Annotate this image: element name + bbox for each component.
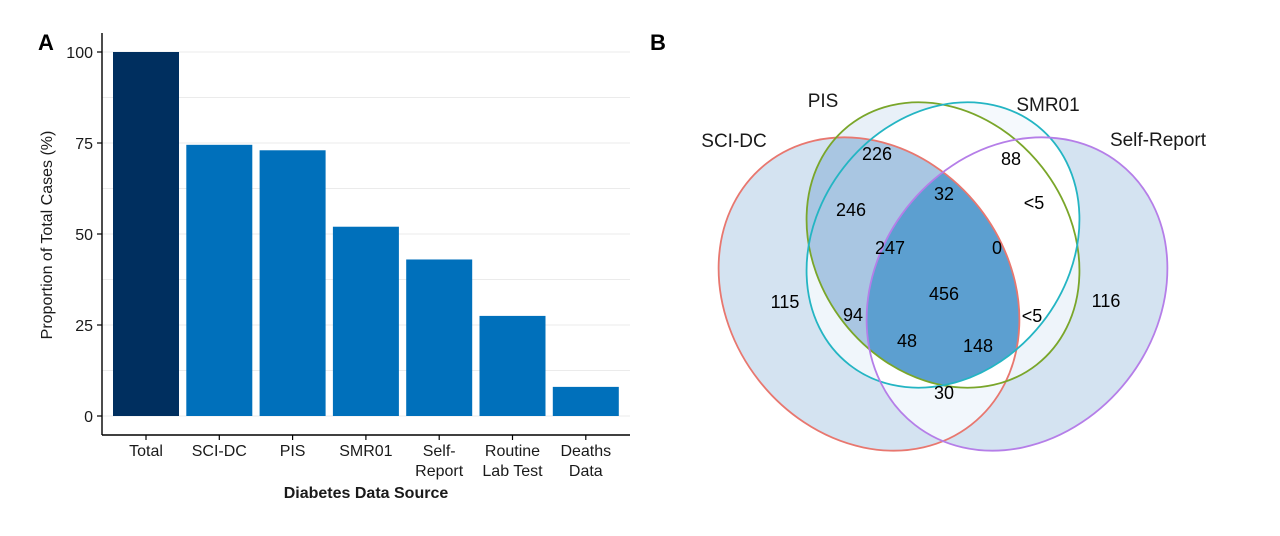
venn-region-label: 94	[843, 305, 863, 325]
venn-outlines	[717, 101, 1169, 452]
venn-diagram-panel: B	[650, 30, 1207, 452]
x-tick-label: Self-	[423, 443, 456, 460]
venn-region-label: 88	[1001, 149, 1021, 169]
bars	[113, 52, 619, 416]
venn-region-label: 148	[963, 336, 993, 356]
venn-set-label: PIS	[808, 91, 839, 112]
y-axis-title: Proportion of Total Cases (%)	[39, 131, 56, 340]
panel-b-label: B	[650, 30, 666, 55]
bar	[186, 144, 253, 416]
venn-set-label: SCI-DC	[701, 131, 766, 152]
bar	[406, 259, 473, 416]
y-tick-label: 50	[75, 227, 93, 244]
venn-set-outline	[865, 136, 1169, 452]
venn-region-label: 115	[771, 292, 800, 312]
bar	[332, 226, 399, 416]
bar-chart-panel: A 0 25 50 75 100 Total SCI-DC PIS SMR01 Self- Rep…	[38, 30, 630, 502]
venn-set-label: Self-Report	[1110, 130, 1207, 151]
venn-region-label: 226	[862, 144, 892, 164]
bar	[259, 150, 326, 416]
venn-fill-set-4	[866, 137, 1168, 451]
venn-region-label: <5	[1024, 193, 1045, 213]
y-axis-ticks: 0 25 50 75 100	[66, 45, 102, 426]
venn-region-label: 247	[875, 238, 905, 258]
x-axis-ticks: Total SCI-DC PIS SMR01 Self- Report Routine Lab…	[129, 435, 611, 480]
venn-region-label: 30	[934, 383, 954, 403]
y-tick-label: 75	[75, 136, 93, 153]
venn-region-label: <5	[1022, 306, 1043, 326]
venn-set-outline	[805, 101, 1081, 389]
venn-region-label: 32	[934, 184, 954, 204]
panel-a-label: A	[38, 30, 54, 55]
x-tick-label: Total	[129, 443, 163, 460]
venn-set-label: SMR01	[1016, 95, 1079, 116]
x-tick-label: SMR01	[339, 443, 392, 460]
x-tick-label: SCI-DC	[192, 443, 247, 460]
y-tick-label: 0	[84, 409, 93, 426]
venn-set-outline	[717, 136, 1021, 452]
venn-region-label: 0	[992, 238, 1002, 258]
venn-set-labels: SCI-DC PIS SMR01 Self-Report	[701, 91, 1206, 152]
venn-region-label: 456	[929, 284, 959, 304]
y-tick-label: 100	[66, 45, 93, 62]
x-tick-label: Data	[569, 463, 603, 480]
x-tick-label: Lab Test	[482, 463, 543, 480]
venn-region-label: 116	[1092, 291, 1121, 311]
bar	[479, 315, 546, 416]
venn-set-outline	[805, 101, 1081, 389]
x-axis-title: Diabetes Data Source	[284, 485, 449, 502]
x-tick-label: PIS	[280, 443, 306, 460]
x-tick-label: Deaths	[560, 443, 611, 460]
x-tick-label: Report	[415, 463, 464, 480]
x-tick-label: Routine	[485, 443, 540, 460]
y-tick-label: 25	[75, 318, 93, 335]
venn-region-label: 246	[836, 200, 866, 220]
bar	[552, 386, 619, 416]
venn-fill	[718, 102, 1168, 451]
venn-region-label: 48	[897, 331, 917, 351]
bar	[113, 52, 179, 416]
venn-region-labels: 226 88 115 116 246 32 <5 247 0 456 94 <5 48 148 30	[771, 144, 1121, 403]
